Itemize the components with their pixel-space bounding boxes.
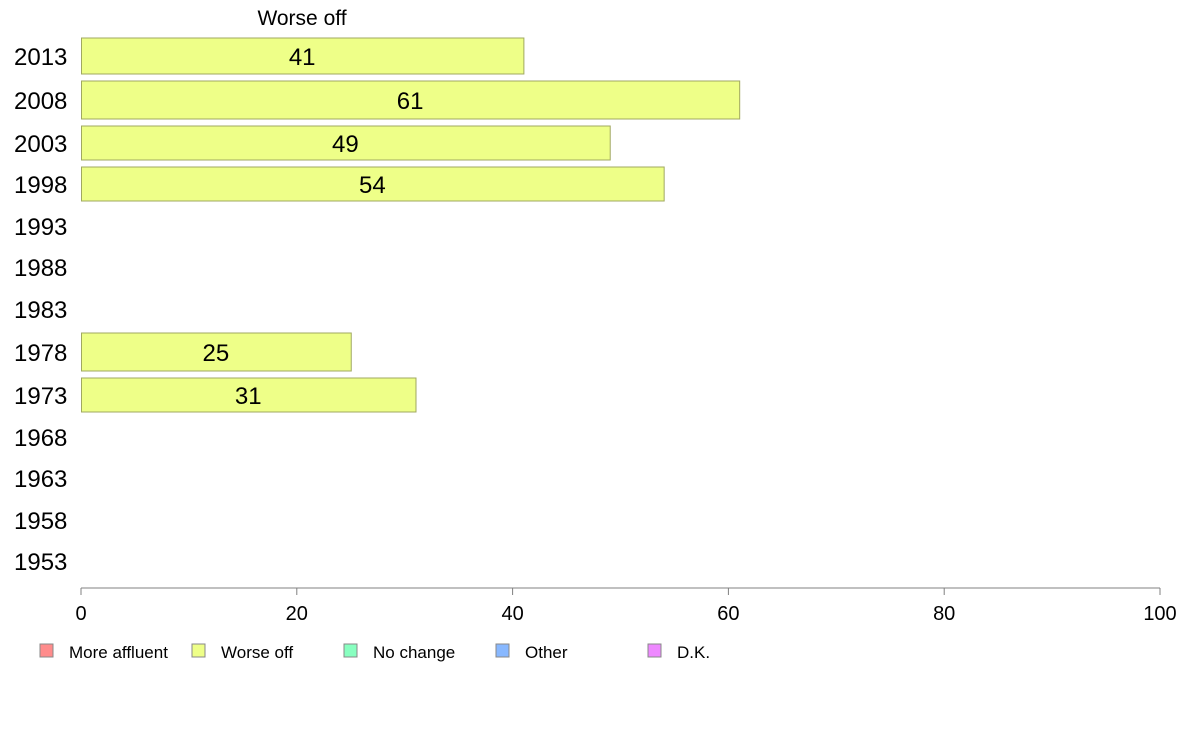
x-tick-label-20: 20 [286,603,308,625]
bar-2008 [81,80,741,120]
legend-swatch-worse-off [191,643,206,658]
year-label-1968: 1968 [14,425,67,452]
year-label-1978: 1978 [14,340,67,367]
bar-value-label-1998: 54 [359,172,386,199]
x-tick-label-60: 60 [717,603,739,625]
legend-swatch-other [495,643,510,658]
year-label-1958: 1958 [14,508,67,535]
bar-value-label-1978: 25 [203,340,230,367]
legend-label-other: Other [525,643,568,662]
x-tick-label-80: 80 [933,603,955,625]
bar-1973 [81,377,417,413]
year-label-2008: 2008 [14,88,67,115]
bar-value-label-2013: 41 [289,44,316,71]
legend-label-d-k: D.K. [677,643,710,662]
bar-value-label-2003: 49 [332,131,359,158]
legend-label-no-change: No change [373,643,455,662]
legend-swatch-more-affluent [39,643,54,658]
year-label-2003: 2003 [14,131,67,158]
year-label-1983: 1983 [14,297,67,324]
x-tick-label-40: 40 [501,603,523,625]
bar-1978 [81,332,352,372]
bar-2003 [81,125,611,161]
legend-label-worse-off: Worse off [221,643,293,662]
bar-value-label-1973: 31 [235,383,262,410]
year-labels: 2013 2008 2003 1998 1993 1988 1983 1978 1973 1968… [14,44,67,576]
year-label-1998: 1998 [14,172,67,199]
year-label-2013: 2013 [14,44,67,71]
legend-swatch-d-k [647,643,662,658]
legend-swatch-no-change [343,643,358,658]
legend: More affluent Worse off No change Other D.K. [39,643,710,662]
year-label-1963: 1963 [14,466,67,493]
legend-label-more-affluent: More affluent [69,643,168,662]
x-tick-label-100: 100 [1143,603,1176,625]
chart-title: Worse off [257,7,346,30]
x-axis: 0 20 40 60 80 100 [75,587,1177,625]
year-label-1953: 1953 [14,549,67,576]
bar-value-label-2008: 61 [397,88,424,115]
year-label-1993: 1993 [14,214,67,241]
year-label-1973: 1973 [14,383,67,410]
bar-1998 [81,166,665,202]
x-tick-label-0: 0 [75,603,86,625]
year-label-1988: 1988 [14,255,67,282]
bar-2013 [81,37,525,75]
